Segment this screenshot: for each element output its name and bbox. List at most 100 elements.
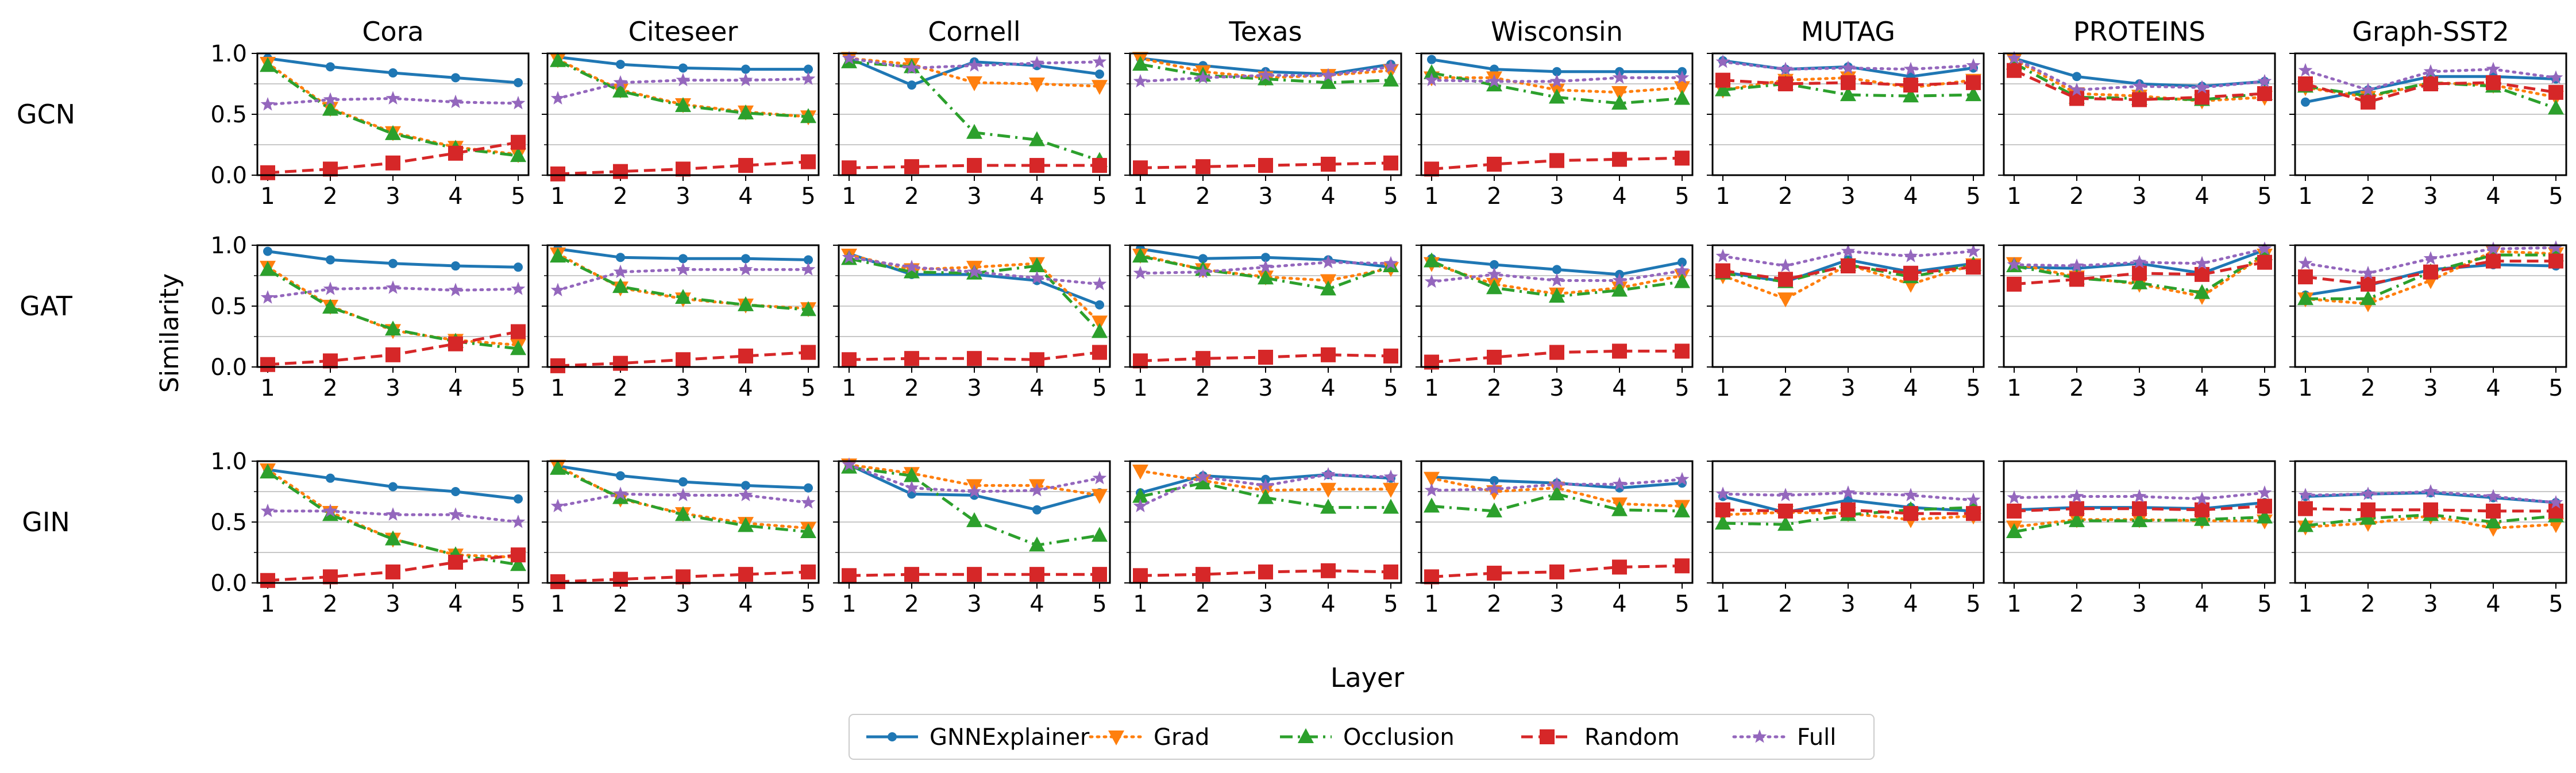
x-tick-label: 2 (2069, 591, 2084, 617)
data-point (842, 51, 857, 64)
data-point (1424, 161, 1439, 177)
data-point (2132, 489, 2147, 503)
series-random (1133, 155, 1398, 176)
data-point (511, 281, 526, 295)
panel-frame (1420, 52, 1694, 176)
series-line (2304, 246, 2558, 275)
data-point (1903, 87, 1919, 103)
data-point (1424, 252, 1440, 268)
data-point (1427, 55, 1436, 64)
panel-frame (838, 460, 1111, 584)
data-point (1424, 471, 1440, 487)
data-point (613, 264, 628, 279)
data-point (2072, 72, 2081, 82)
panel-gin-proteins: 1 2 3 4 5 (1998, 460, 2276, 617)
data-point (738, 72, 753, 87)
series-occlusion (2006, 508, 2273, 538)
x-tick-label: 2 (904, 183, 919, 210)
panel-frame (1129, 460, 1402, 584)
data-point (2069, 501, 2084, 516)
series-random (842, 158, 1107, 176)
data-point (2548, 240, 2563, 254)
series-full (260, 503, 526, 528)
x-tick-label: 3 (2132, 375, 2146, 401)
series-full (842, 51, 1107, 74)
data-point (2195, 502, 2209, 517)
data-point (1383, 59, 1398, 73)
panel-frame (256, 52, 530, 176)
data-point (1549, 345, 1564, 360)
model-label-gin: GIN (22, 507, 70, 538)
data-point (738, 567, 753, 582)
data-point (448, 336, 463, 351)
x-tick-label: 5 (2548, 591, 2563, 617)
data-point (1678, 257, 1687, 267)
x-tick-label: 5 (2548, 183, 2563, 210)
legend-marker (1108, 731, 1124, 745)
data-point (842, 160, 857, 176)
x-tick-label: 5 (1966, 375, 1980, 401)
data-point (1487, 481, 1502, 496)
data-point (907, 80, 916, 90)
series-gnnexplainer (553, 244, 813, 265)
data-point (1778, 488, 1793, 501)
data-point (451, 73, 460, 83)
data-point (385, 125, 401, 140)
data-point (904, 263, 920, 279)
x-tick-label: 4 (448, 375, 462, 401)
x-tick-label: 5 (511, 591, 525, 617)
series-random (2298, 253, 2563, 292)
data-point (967, 158, 982, 173)
data-point (1778, 61, 1793, 76)
x-axis-label: Layer (1331, 662, 1404, 693)
legend-item-occlusion: Occlusion (1280, 724, 1455, 751)
data-point (550, 248, 566, 263)
data-point (2548, 503, 2563, 519)
data-point (550, 283, 565, 296)
data-point (1487, 266, 1502, 281)
data-point (1715, 249, 1730, 262)
x-tick-label: 1 (1133, 183, 1147, 210)
x-tick-label: 1 (1424, 375, 1439, 401)
data-point (1903, 265, 1918, 281)
data-point (1715, 81, 1731, 96)
x-tick-label: 4 (1612, 591, 1626, 617)
panel-frame (1129, 52, 1402, 176)
x-tick-label: 3 (1258, 375, 1272, 401)
series-line (556, 268, 810, 292)
legend-item-grad: Grad (1089, 724, 1209, 751)
legend-label: Random (1584, 724, 1680, 751)
data-point (550, 459, 566, 475)
data-point (2301, 97, 2310, 107)
data-point (1196, 70, 1210, 84)
x-tick-label: 2 (2361, 183, 2375, 210)
data-point (1966, 58, 1981, 72)
data-point (1841, 502, 1856, 517)
x-tick-label: 1 (1715, 183, 1730, 210)
data-point (326, 62, 335, 72)
x-tick-label: 3 (1549, 375, 1564, 401)
series-gnnexplainer (263, 53, 523, 87)
data-point (1715, 54, 1730, 68)
data-point (2361, 94, 2376, 110)
x-tick-label: 5 (2257, 375, 2272, 401)
series-full (2007, 51, 2272, 96)
data-point (1778, 272, 1793, 287)
panel-frame (1420, 460, 1694, 584)
data-point (1674, 90, 1690, 105)
data-point (1715, 502, 1730, 517)
data-point (1092, 323, 1108, 338)
x-tick-label: 5 (1383, 591, 1398, 617)
data-point (550, 358, 565, 373)
series-full (550, 71, 816, 105)
series-full (1424, 70, 1690, 88)
data-point (741, 481, 750, 490)
series-random (2007, 498, 2272, 519)
data-point (675, 506, 691, 521)
data-point (2257, 485, 2272, 499)
x-tick-label: 3 (385, 375, 400, 401)
data-point (678, 477, 688, 487)
data-point (1841, 258, 1856, 274)
data-point (1133, 568, 1148, 583)
legend-item-gnnexplainer: GNNExplainer (866, 724, 1090, 751)
